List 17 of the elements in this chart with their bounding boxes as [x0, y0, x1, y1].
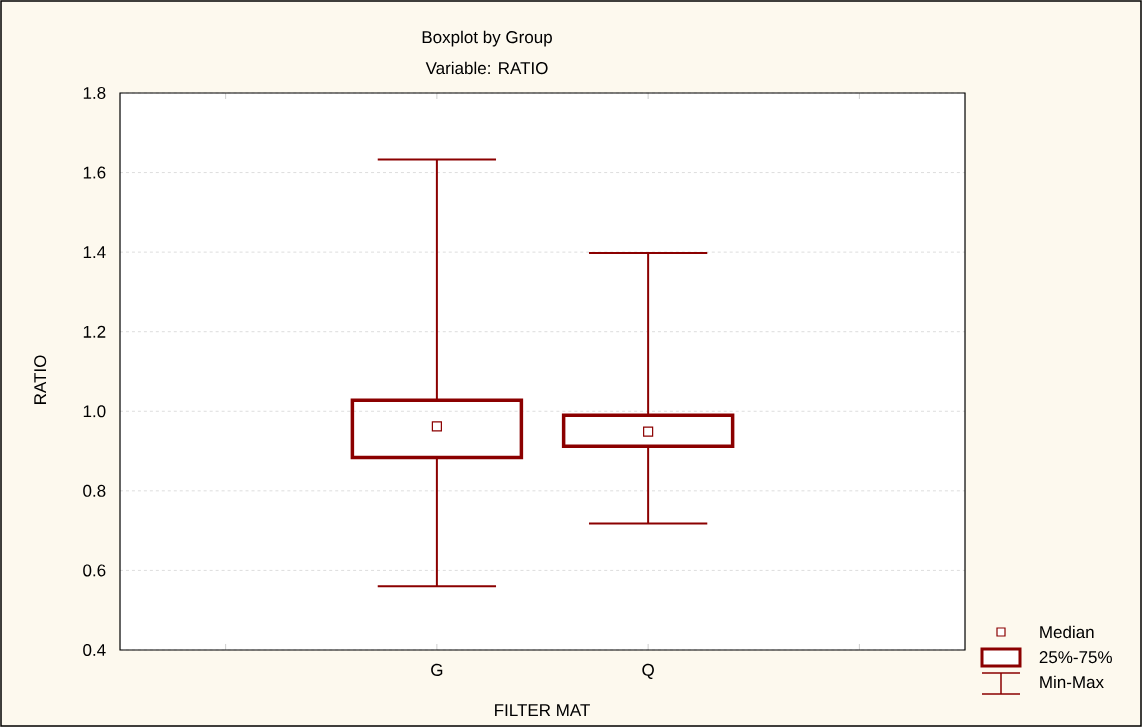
- text: Median: [1040, 625, 1094, 639]
- y-tick-label: 1.4: [83, 246, 106, 258]
- y-tick-label: 1.2: [83, 325, 106, 338]
- chart-title: Boxplot by Group: [422, 30, 552, 47]
- chart-subtitle: Variable: RATIO: [425, 61, 548, 75]
- y-tick-label: 1.6: [83, 166, 106, 179]
- y-tick-label: 0.4: [83, 643, 106, 657]
- y-axis-title: RATIO: [34, 355, 47, 404]
- x-tick-label: Q: [642, 663, 654, 679]
- text: 25%-75%: [1039, 651, 1112, 664]
- text: Min-Max: [1040, 675, 1104, 689]
- y-tick-label: 0.8: [83, 484, 106, 497]
- y-tick-label: 1.8: [83, 86, 106, 100]
- y-tick-label: 0.6: [83, 564, 106, 577]
- y-tick-label: 1.0: [83, 405, 106, 418]
- x-tick-label: G: [431, 663, 443, 676]
- x-axis-title: FILTER MAT: [495, 704, 590, 716]
